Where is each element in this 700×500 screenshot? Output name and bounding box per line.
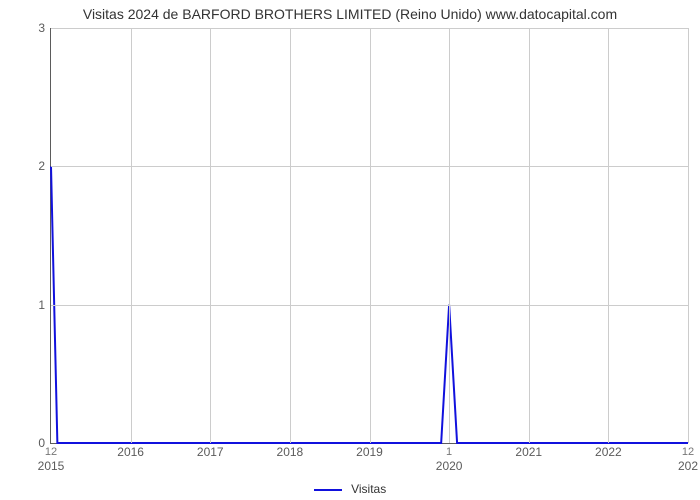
x-tick-label: 2018 [277,443,304,461]
x-gridline [449,28,450,443]
x-tick-label: 2016 [117,443,144,461]
chart-container: Visitas 2024 de BARFORD BROTHERS LIMITED… [0,0,700,500]
legend-swatch [314,489,342,491]
x-gridline [131,28,132,443]
x-tick-label: 2017 [197,443,224,461]
chart-title: Visitas 2024 de BARFORD BROTHERS LIMITED… [0,6,700,22]
x-tick-label: 122015 [38,443,65,475]
legend: Visitas [0,482,700,496]
x-gridline [688,28,689,443]
x-gridline [210,28,211,443]
plot-area: 0123122015201620172018201912020202120221… [50,28,688,444]
x-gridline [529,28,530,443]
y-tick-label: 1 [38,298,51,312]
x-tick-label: 12202 [678,443,698,475]
y-tick-label: 3 [38,21,51,35]
x-gridline [608,28,609,443]
legend-label: Visitas [351,482,386,496]
x-gridline [370,28,371,443]
y-tick-label: 2 [38,159,51,173]
x-gridline [290,28,291,443]
x-tick-label: 2021 [515,443,542,461]
x-tick-label: 2022 [595,443,622,461]
x-tick-label: 12020 [436,443,463,475]
x-tick-label: 2019 [356,443,383,461]
